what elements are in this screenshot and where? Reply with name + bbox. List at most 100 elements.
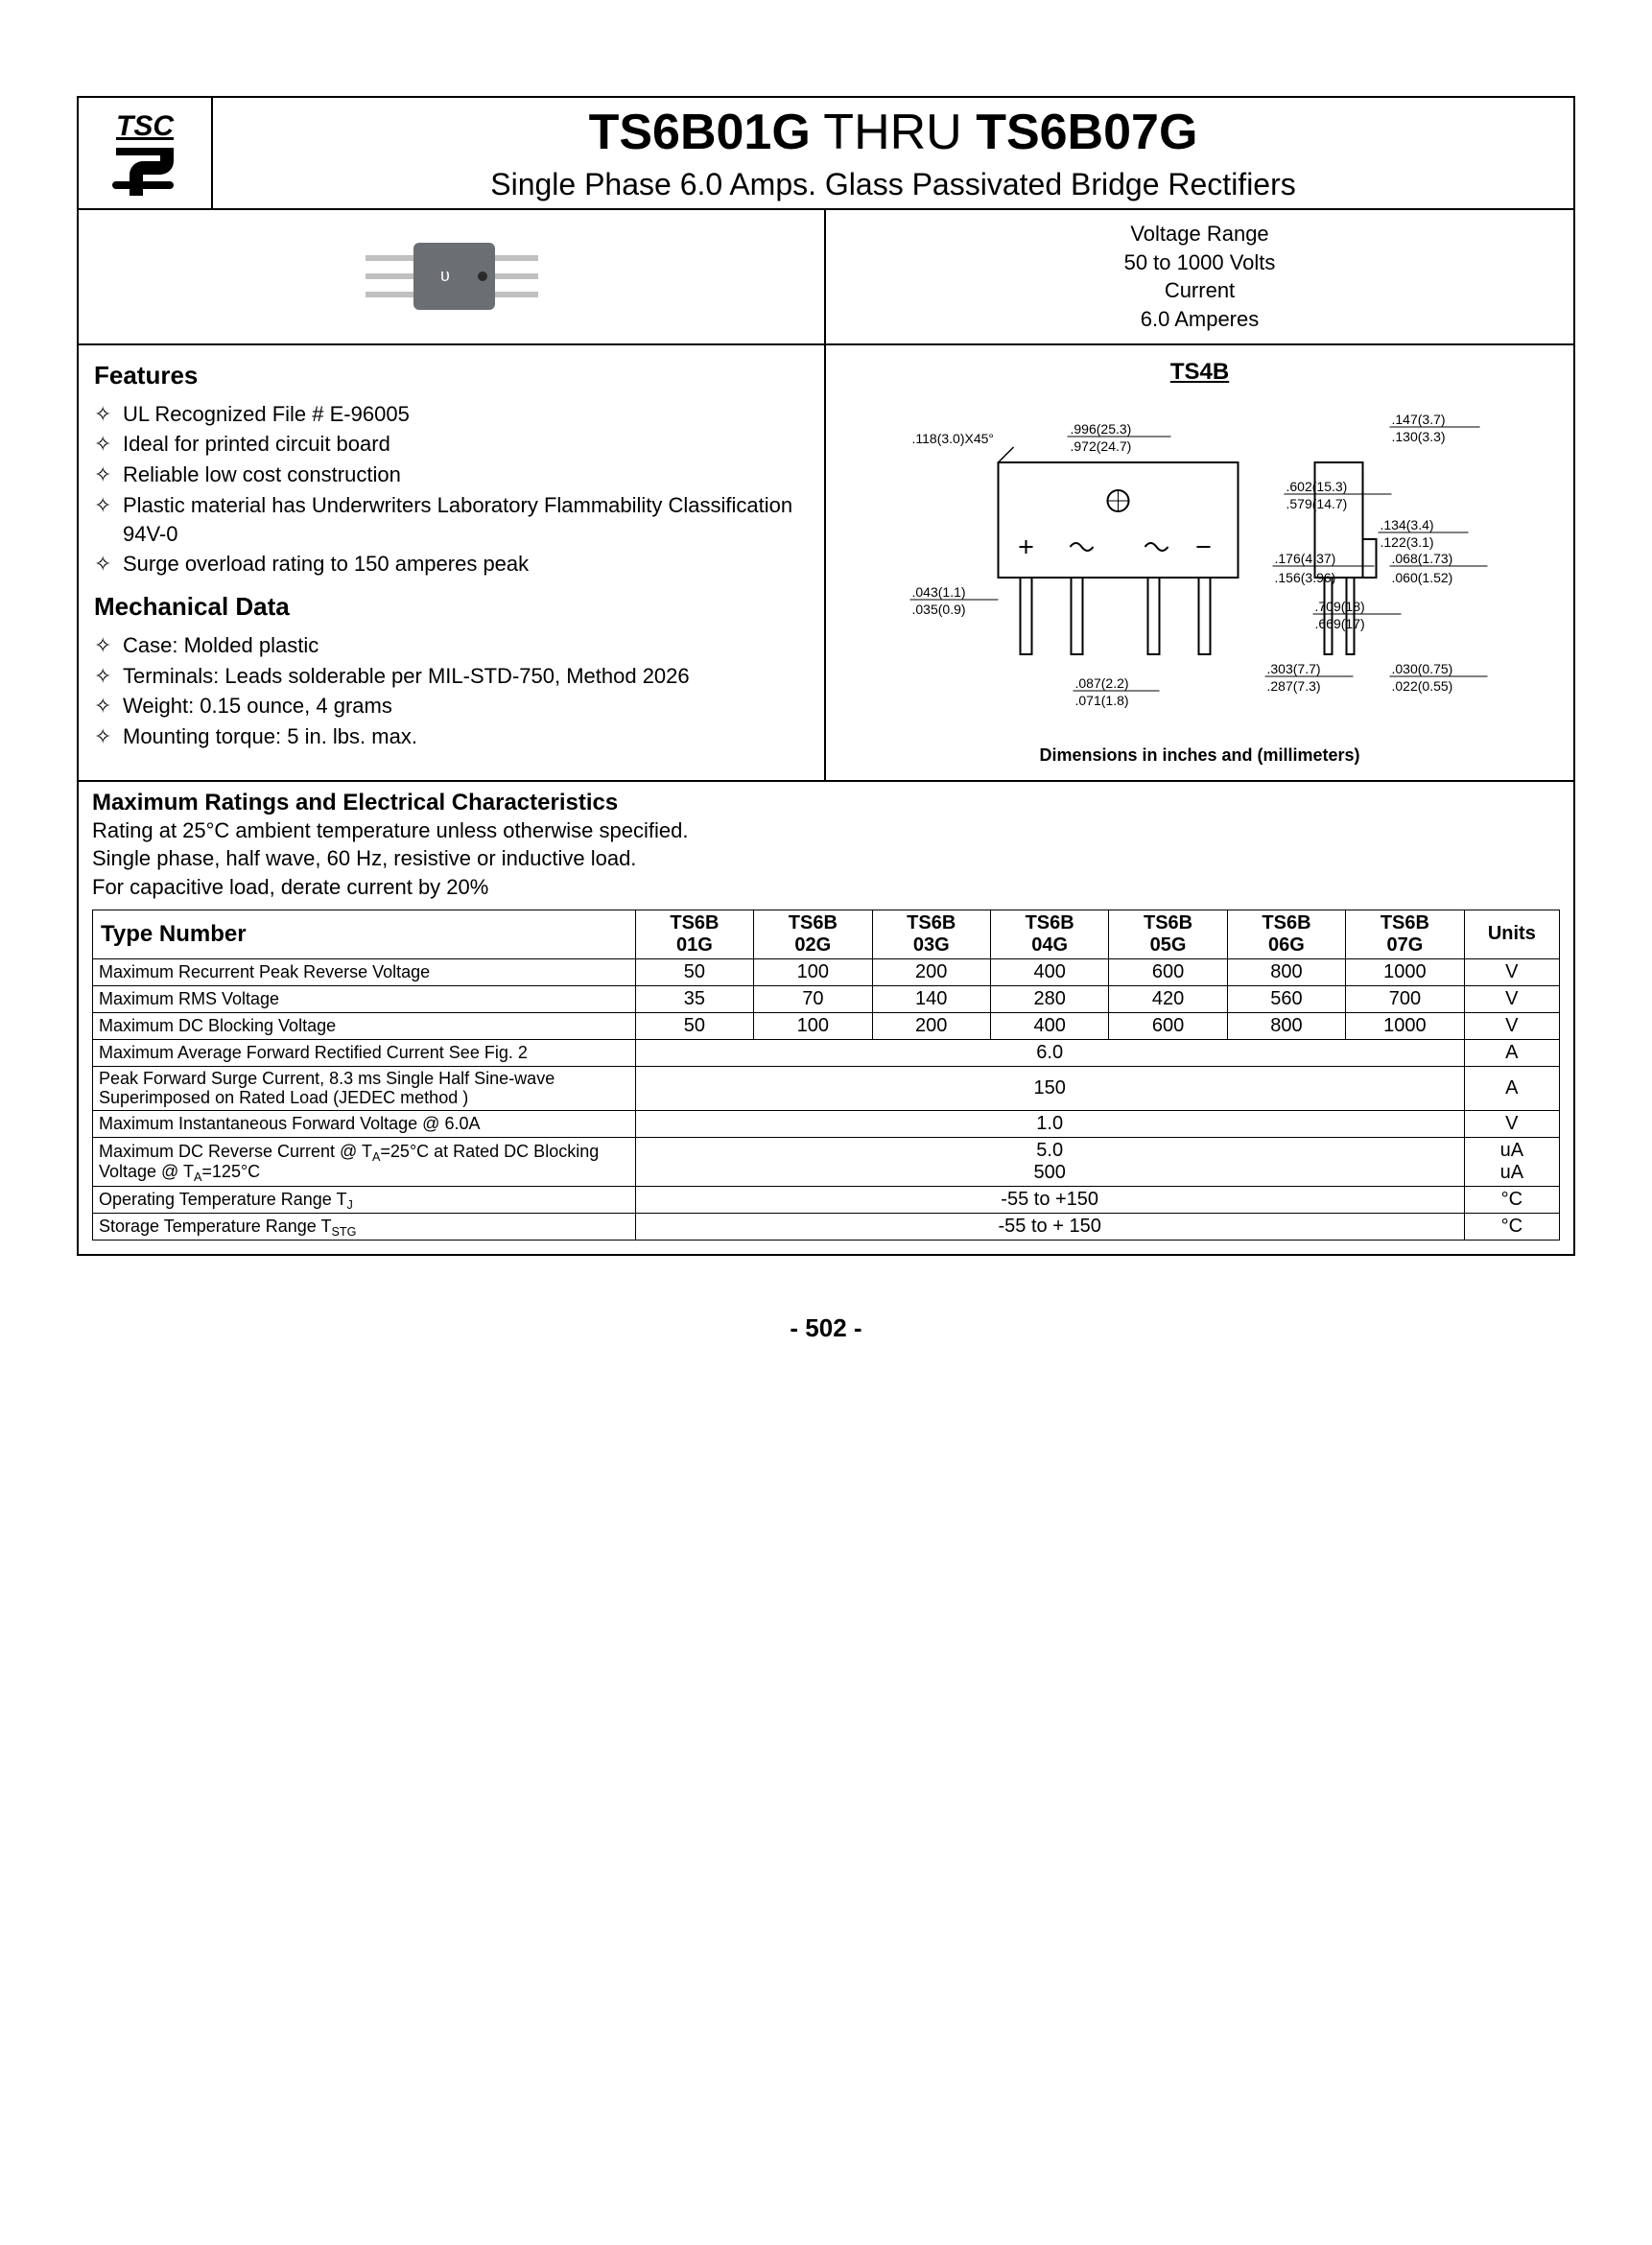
svg-text:.602(15.3): .602(15.3) bbox=[1286, 479, 1348, 494]
table-head: Type Number TS6B01G TS6B02G TS6B03G TS6B… bbox=[93, 910, 1560, 958]
feature-text: Plastic material has Underwriters Labora… bbox=[123, 491, 809, 548]
units-cell: V bbox=[1464, 958, 1559, 985]
cell: 50 bbox=[635, 1012, 753, 1039]
mech-text: Mounting torque: 5 in. lbs. max. bbox=[123, 722, 417, 751]
feature-text: Ideal for printed circuit board bbox=[123, 430, 390, 459]
dimension-drawing: .118(3.0)X45° .996(25.3) .972(24.7) .147… bbox=[836, 395, 1564, 721]
row-label: Peak Forward Surge Current, 8.3 ms Singl… bbox=[93, 1066, 636, 1110]
spec-summary: Voltage Range 50 to 1000 Volts Current 6… bbox=[826, 210, 1573, 343]
table-row: Maximum Instantaneous Forward Voltage @ … bbox=[93, 1111, 1560, 1138]
cell: 280 bbox=[990, 985, 1108, 1012]
ratings-text-1: Rating at 25°C ambient temperature unles… bbox=[92, 816, 1560, 845]
summary-l4: 6.0 Amperes bbox=[836, 305, 1564, 334]
table-row: Maximum DC Reverse Current @ TA=25°C at … bbox=[93, 1138, 1560, 1187]
ratings-text-2: Single phase, half wave, 60 Hz, resistiv… bbox=[92, 844, 1560, 873]
svg-text:.134(3.4): .134(3.4) bbox=[1381, 517, 1434, 532]
svg-text:ᴜ: ᴜ bbox=[440, 266, 450, 285]
cell-span: 150 bbox=[635, 1066, 1464, 1110]
cell: 1000 bbox=[1346, 1012, 1464, 1039]
summary-l1: Voltage Range bbox=[836, 220, 1564, 248]
cell: 1000 bbox=[1346, 958, 1464, 985]
units-cell: A bbox=[1464, 1066, 1559, 1110]
cell: 600 bbox=[1109, 1012, 1227, 1039]
units-cell: V bbox=[1464, 1012, 1559, 1039]
table-row: Type Number TS6B01G TS6B02G TS6B03G TS6B… bbox=[93, 910, 1560, 958]
units-cell: °C bbox=[1464, 1187, 1559, 1214]
ratings-text-3: For capacitive load, derate current by 2… bbox=[92, 873, 1560, 902]
svg-text:.287(7.3): .287(7.3) bbox=[1267, 678, 1321, 694]
title-part1: TS6B01G bbox=[589, 105, 811, 160]
col-header: TS6B04G bbox=[990, 910, 1108, 958]
svg-text:.147(3.7): .147(3.7) bbox=[1392, 412, 1446, 427]
cell-span: -55 to + 150 bbox=[635, 1214, 1464, 1241]
col-header: TS6B01G bbox=[635, 910, 753, 958]
row-label: Maximum RMS Voltage bbox=[93, 985, 636, 1012]
svg-text:.579(14.7): .579(14.7) bbox=[1286, 496, 1348, 511]
cell: 420 bbox=[1109, 985, 1227, 1012]
mid-row: ᴜ Voltage Range 50 to 1000 Volts Current… bbox=[79, 210, 1573, 345]
cell: 560 bbox=[1227, 985, 1345, 1012]
svg-text:.669(17): .669(17) bbox=[1315, 616, 1365, 631]
table-row: Storage Temperature Range TSTG-55 to + 1… bbox=[93, 1214, 1560, 1241]
diamond-icon: ✧ bbox=[94, 430, 123, 459]
subtitle: Single Phase 6.0 Amps. Glass Passivated … bbox=[223, 167, 1564, 202]
cell: 800 bbox=[1227, 958, 1345, 985]
cell-span: 6.0 bbox=[635, 1039, 1464, 1066]
list-item: ✧Weight: 0.15 ounce, 4 grams bbox=[94, 692, 809, 721]
title-mid: THRU bbox=[811, 105, 976, 160]
svg-text:.996(25.3): .996(25.3) bbox=[1071, 421, 1132, 437]
svg-text:.303(7.7): .303(7.7) bbox=[1267, 661, 1321, 676]
mech-text: Case: Molded plastic bbox=[123, 631, 319, 660]
col-header: TS6B06G bbox=[1227, 910, 1345, 958]
cell: 140 bbox=[872, 985, 990, 1012]
title-cell: TS6B01G THRU TS6B07G Single Phase 6.0 Am… bbox=[213, 98, 1573, 208]
table-row: Maximum Average Forward Rectified Curren… bbox=[93, 1039, 1560, 1066]
cell: 700 bbox=[1346, 985, 1464, 1012]
cell: 70 bbox=[754, 985, 872, 1012]
cell: 35 bbox=[635, 985, 753, 1012]
diamond-icon: ✧ bbox=[94, 692, 123, 721]
row-label: Maximum Instantaneous Forward Voltage @ … bbox=[93, 1111, 636, 1138]
ratings-block: Maximum Ratings and Electrical Character… bbox=[79, 782, 1573, 1254]
svg-text:.022(0.55): .022(0.55) bbox=[1392, 678, 1453, 694]
svg-text:.972(24.7): .972(24.7) bbox=[1071, 438, 1132, 454]
summary-l2: 50 to 1000 Volts bbox=[836, 248, 1564, 277]
svg-text:.060(1.52): .060(1.52) bbox=[1392, 570, 1453, 585]
diamond-icon: ✧ bbox=[94, 491, 123, 548]
col-header: TS6B05G bbox=[1109, 910, 1227, 958]
diamond-icon: ✧ bbox=[94, 461, 123, 489]
svg-text:.130(3.3): .130(3.3) bbox=[1392, 429, 1446, 444]
dimension-cell: TS4B bbox=[826, 345, 1573, 780]
svg-text:.071(1.8): .071(1.8) bbox=[1075, 693, 1129, 708]
cell: 800 bbox=[1227, 1012, 1345, 1039]
type-header: Type Number bbox=[93, 910, 636, 958]
summary-l3: Current bbox=[836, 276, 1564, 305]
list-item: ✧Mounting torque: 5 in. lbs. max. bbox=[94, 722, 809, 751]
cell-span: -55 to +150 bbox=[635, 1187, 1464, 1214]
col-header: TS6B03G bbox=[872, 910, 990, 958]
logo-cell: TSC bbox=[79, 98, 213, 208]
svg-text:.087(2.2): .087(2.2) bbox=[1075, 675, 1129, 691]
cell: 400 bbox=[990, 958, 1108, 985]
svg-text:.118(3.0)X45°: .118(3.0)X45° bbox=[912, 431, 995, 446]
ratings-header: Maximum Ratings and Electrical Character… bbox=[92, 790, 1560, 816]
units-cell: V bbox=[1464, 1111, 1559, 1138]
list-item: ✧Surge overload rating to 150 amperes pe… bbox=[94, 550, 809, 579]
mech-text: Weight: 0.15 ounce, 4 grams bbox=[123, 692, 392, 721]
row-label: Maximum DC Blocking Voltage bbox=[93, 1012, 636, 1039]
cell: 100 bbox=[754, 958, 872, 985]
table-row: Maximum RMS Voltage3570140280420560700V bbox=[93, 985, 1560, 1012]
logo-text: TSC bbox=[116, 110, 174, 143]
feature-text: Reliable low cost construction bbox=[123, 461, 401, 489]
title-row: TSC TS6B01G THRU TS6B07G Single Phase 6.… bbox=[79, 98, 1573, 210]
list-item: ✧Terminals: Leads solderable per MIL-STD… bbox=[94, 662, 809, 691]
title-part2: TS6B07G bbox=[976, 105, 1197, 160]
list-item: ✧Case: Molded plastic bbox=[94, 631, 809, 660]
col-header: TS6B07G bbox=[1346, 910, 1464, 958]
diamond-icon: ✧ bbox=[94, 400, 123, 429]
svg-text:.122(3.1): .122(3.1) bbox=[1381, 534, 1434, 550]
main-title: TS6B01G THRU TS6B07G bbox=[223, 104, 1564, 161]
row-label: Operating Temperature Range TJ bbox=[93, 1187, 636, 1214]
table-row: Maximum DC Blocking Voltage5010020040060… bbox=[93, 1012, 1560, 1039]
diamond-icon: ✧ bbox=[94, 550, 123, 579]
